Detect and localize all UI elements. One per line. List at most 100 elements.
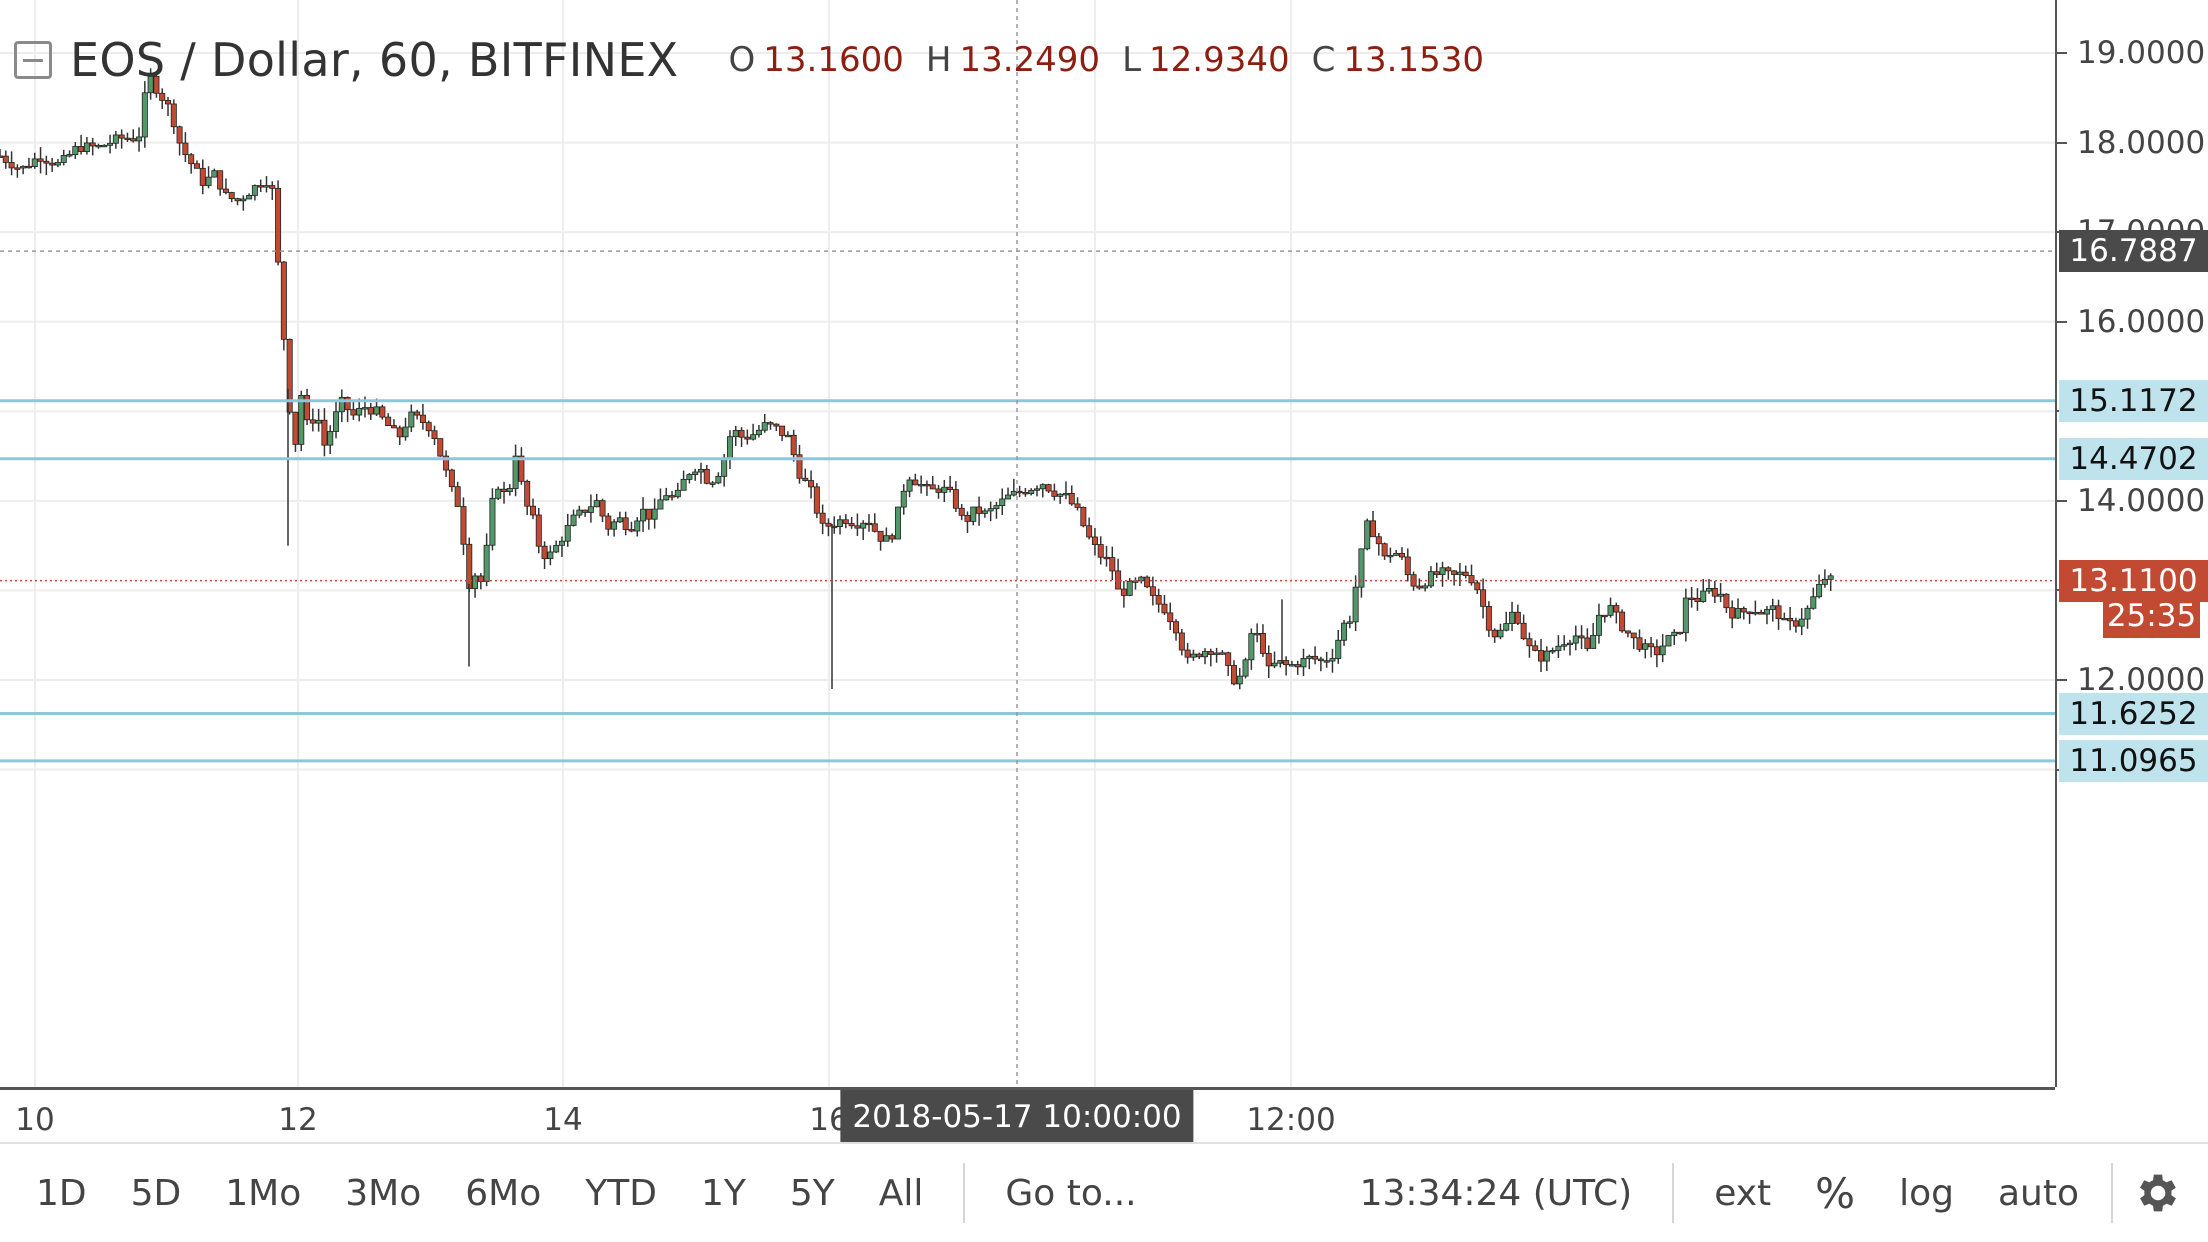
candle-body xyxy=(582,509,589,513)
candle-body xyxy=(686,474,693,480)
candle-body xyxy=(170,103,177,128)
goto-button[interactable]: Go to... xyxy=(1005,1172,1137,1214)
candle-body xyxy=(1126,580,1133,596)
candle-body xyxy=(796,454,803,479)
candle-body xyxy=(379,406,386,418)
candle-body xyxy=(1555,645,1562,651)
candle-body xyxy=(176,126,183,144)
candle-body xyxy=(188,154,195,165)
candle-body xyxy=(726,436,733,459)
horizontal-levels[interactable] xyxy=(0,399,2055,763)
candle-body xyxy=(165,99,172,105)
candle-body xyxy=(1074,503,1081,508)
candle-body xyxy=(419,414,426,423)
price-tick-label: 18.0000 xyxy=(2077,124,2206,161)
candle-body xyxy=(1352,586,1359,623)
candle-body xyxy=(871,523,878,532)
gear-icon[interactable] xyxy=(2133,1168,2183,1218)
range-buttons: 1D 5D 1Mo 3Mo 6Mo YTD 1Y 5Y All xyxy=(0,1144,945,1242)
collapse-legend-icon[interactable] xyxy=(14,41,52,79)
range-button-5d[interactable]: 5D xyxy=(130,1172,182,1214)
candle-body xyxy=(60,155,67,163)
candle-body xyxy=(611,521,618,530)
range-button-1mo[interactable]: 1Mo xyxy=(225,1172,302,1214)
candle-body xyxy=(1653,646,1660,656)
chart-pane[interactable]: EOS / Dollar, 60, BITFINEX O 13.1600 H 1… xyxy=(0,0,2055,1087)
candle-body xyxy=(344,396,351,411)
candle-body xyxy=(1387,554,1394,558)
candle-body xyxy=(1091,536,1098,545)
percent-toggle[interactable]: % xyxy=(1815,1168,1856,1218)
candle-body xyxy=(1034,488,1041,491)
candle-body xyxy=(779,425,786,436)
candle-body xyxy=(1288,664,1295,667)
time-tick-label: 12 xyxy=(278,1102,318,1138)
candle-body xyxy=(1097,544,1104,558)
candle-body xyxy=(1045,484,1052,492)
candle-body xyxy=(1642,643,1649,650)
candle-body xyxy=(1798,618,1805,627)
range-button-3mo[interactable]: 3Mo xyxy=(345,1172,422,1214)
candle-body xyxy=(1167,612,1174,623)
candle-body xyxy=(234,198,241,202)
auto-toggle[interactable]: auto xyxy=(1997,1172,2079,1214)
range-button-all[interactable]: All xyxy=(878,1172,924,1214)
range-button-ytd[interactable]: YTD xyxy=(585,1172,657,1214)
candle-body xyxy=(89,142,96,147)
candle-body xyxy=(1109,557,1116,572)
candle-body xyxy=(1763,609,1770,615)
candle-body xyxy=(1497,629,1504,638)
price-tick-label: 16.0000 xyxy=(2077,303,2206,340)
candle-body xyxy=(692,471,699,475)
candle-body xyxy=(1248,633,1255,661)
candle-body xyxy=(1427,571,1434,587)
candlestick-chart[interactable] xyxy=(0,0,2055,1087)
candle-body xyxy=(1225,652,1232,666)
utc-clock[interactable]: 13:34:24 (UTC) xyxy=(1359,1172,1633,1214)
candle-body xyxy=(1595,614,1602,636)
range-button-1y[interactable]: 1Y xyxy=(700,1172,746,1214)
range-button-5y[interactable]: 5Y xyxy=(789,1172,835,1214)
candle-body xyxy=(999,498,1006,506)
candle-body xyxy=(616,517,623,523)
log-toggle[interactable]: log xyxy=(1899,1172,1954,1214)
candle-body xyxy=(257,185,264,188)
candle-body xyxy=(25,165,32,169)
candle-body xyxy=(1207,651,1214,655)
candle-body xyxy=(1491,629,1498,638)
candle-body xyxy=(784,434,791,438)
candle-body xyxy=(37,158,44,162)
candle-body xyxy=(541,545,548,560)
candle-body xyxy=(848,523,855,527)
candle-body xyxy=(1619,611,1626,632)
candle-body xyxy=(431,430,438,439)
candle-body xyxy=(1080,507,1087,527)
crosshair-time-label: 2018-05-17 10:00:00 xyxy=(840,1090,1194,1143)
candle-body xyxy=(1265,653,1272,667)
candle-body xyxy=(1578,635,1585,639)
range-button-6mo[interactable]: 6Mo xyxy=(465,1172,542,1214)
level-price-label: 11.0965 xyxy=(2059,739,2208,782)
candle-body xyxy=(1196,653,1203,658)
ext-toggle[interactable]: ext xyxy=(1714,1172,1772,1214)
candle-body xyxy=(1538,650,1545,662)
candle-body xyxy=(622,517,629,530)
price-axis[interactable]: 19.000018.000017.000016.000015.000014.00… xyxy=(2055,0,2208,1087)
candle-body xyxy=(912,479,919,486)
candle-body xyxy=(477,575,484,582)
candle-body xyxy=(634,520,641,532)
candle-body xyxy=(350,409,357,416)
candle-body xyxy=(1717,593,1724,597)
candle-body xyxy=(327,431,334,446)
candle-body xyxy=(1572,635,1579,644)
time-axis[interactable]: 10 12 14 16 12:00 2018-05-17 10:00:00 xyxy=(0,1087,2055,1143)
range-button-1d[interactable]: 1D xyxy=(36,1172,87,1214)
candle-body xyxy=(1190,653,1197,658)
time-tick-label: 10 xyxy=(15,1102,55,1138)
candle-body xyxy=(1254,633,1261,636)
level-price-label: 11.6252 xyxy=(2059,692,2208,735)
candle-body xyxy=(414,411,421,416)
candle-body xyxy=(1503,623,1510,631)
candle-body xyxy=(1607,605,1614,616)
candle-body xyxy=(1677,631,1684,635)
